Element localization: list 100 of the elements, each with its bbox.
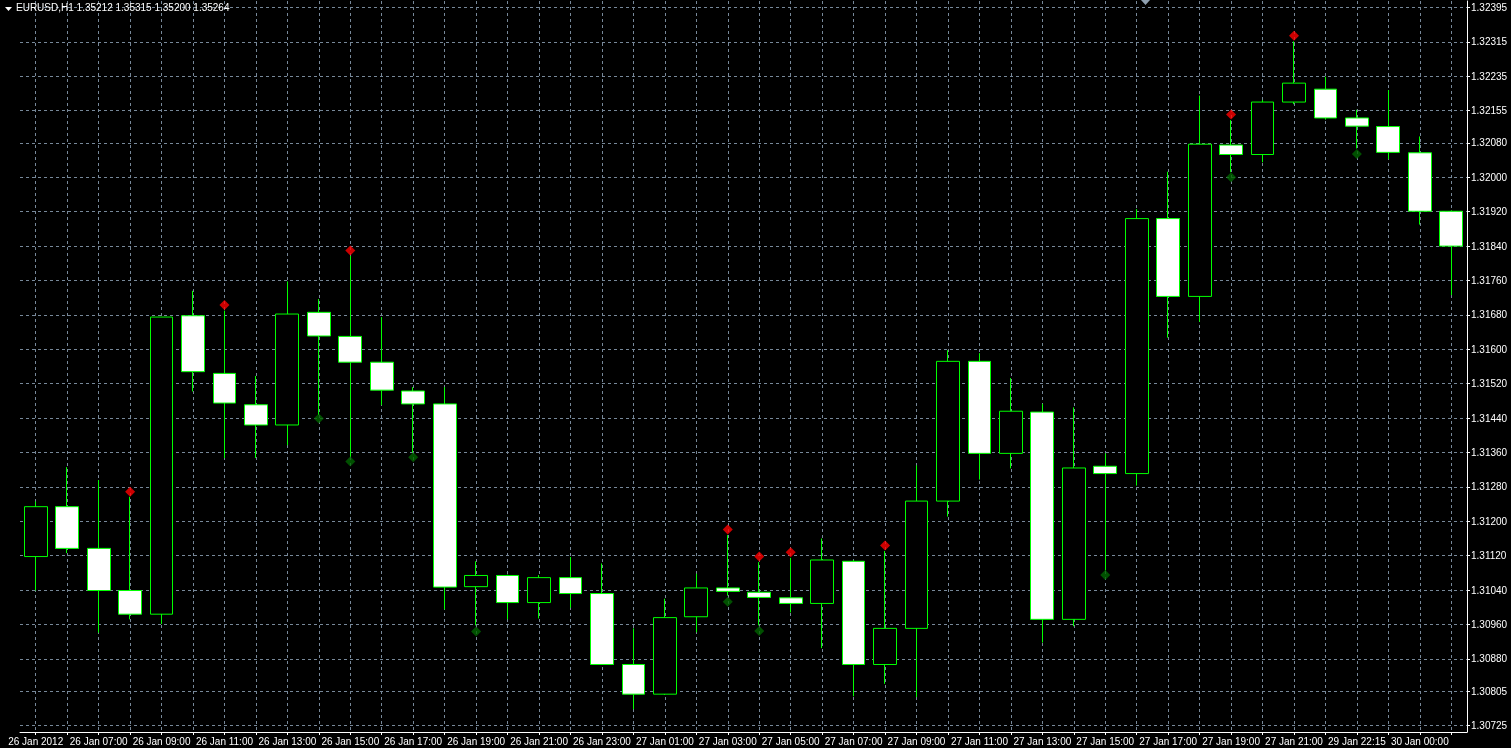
candlestick	[275, 280, 299, 446]
x-tick-label: 27 Jan 05:00	[761, 735, 821, 747]
x-tick-label: 26 Jan 11:00	[195, 735, 254, 747]
candlestick	[527, 574, 551, 619]
point	[722, 596, 733, 607]
candlestick	[244, 375, 268, 459]
candlestick	[496, 574, 519, 620]
x-tick-label: 26 Jan 21:00	[510, 735, 569, 747]
point	[1226, 172, 1237, 183]
candlestick	[779, 557, 803, 613]
x-tick-label: 27 Jan 09:00	[887, 735, 946, 747]
y-tick-label: 1.30880	[1471, 653, 1508, 665]
chart-title: EURUSD,H1 1.35212 1.35315 1.35200 1.35264	[16, 1, 230, 13]
point	[471, 626, 482, 637]
candlestick	[213, 310, 236, 459]
y-tick-label: 1.32155	[1471, 105, 1508, 117]
candlestick	[1156, 171, 1180, 339]
candlestick	[1251, 99, 1274, 163]
candlestick	[559, 556, 582, 609]
point	[345, 456, 356, 467]
point	[345, 245, 356, 256]
x-tick-label: 29 Jan 22:15	[1327, 735, 1387, 747]
candlestick	[24, 501, 48, 592]
candlestick	[1188, 95, 1212, 323]
x-tick-label: 27 Jan 15:00	[1076, 735, 1135, 747]
candlestick	[1314, 76, 1337, 121]
point	[408, 452, 419, 463]
point	[722, 524, 733, 535]
point	[219, 300, 230, 311]
point	[1100, 570, 1111, 581]
x-tick-label: 26 Jan 19:00	[447, 735, 506, 747]
y-tick-label: 1.30725	[1471, 720, 1508, 732]
x-tick-label: 27 Jan 03:00	[698, 735, 758, 747]
y-tick-label: 1.30805	[1471, 685, 1508, 697]
x-tick-label: 26 Jan 13:00	[258, 735, 317, 747]
y-tick-label: 1.32080	[1471, 137, 1508, 149]
candlestick	[464, 560, 488, 626]
x-tick-label: 27 Jan 19:00	[1202, 735, 1261, 747]
candlestick	[716, 534, 740, 597]
candlestick	[936, 349, 960, 518]
candlestick	[810, 538, 834, 649]
candlestick	[590, 562, 614, 665]
candlestick	[1093, 452, 1117, 571]
point	[1288, 30, 1299, 41]
point	[313, 413, 324, 424]
candlestick	[747, 561, 771, 626]
candlestick	[1282, 40, 1306, 105]
candlestick	[1030, 403, 1054, 644]
y-tick-label: 1.31760	[1471, 275, 1508, 286]
candlestick	[181, 290, 205, 392]
y-tick-label: 1.31280	[1471, 481, 1508, 493]
candlestick	[1345, 109, 1369, 149]
y-tick-label: 1.31120	[1471, 550, 1507, 562]
point	[1351, 149, 1362, 160]
x-tick-label: 27 Jan 17:00	[1139, 735, 1198, 747]
y-tick-label: 1.30960	[1471, 619, 1508, 630]
x-tick-label: 26 Jan 07:00	[69, 735, 128, 747]
y-tick-label: 1.32395	[1471, 1, 1508, 13]
x-tick-label: 26 Jan 09:00	[132, 735, 191, 747]
candlestick	[1439, 209, 1463, 296]
y-tick-label: 1.31600	[1471, 343, 1508, 355]
point	[880, 540, 891, 551]
y-tick-label: 1.31840	[1471, 240, 1508, 252]
y-tick-label: 1.31680	[1471, 309, 1508, 321]
x-tick-label: 27 Jan 21:00	[1265, 735, 1324, 747]
x-tick-label: 30 Jan 00:00	[1390, 735, 1450, 747]
point	[785, 547, 796, 558]
point	[754, 551, 765, 562]
candlestick	[653, 598, 677, 696]
candlestick	[684, 573, 708, 633]
x-tick-label: 26 Jan 2012	[8, 735, 64, 747]
x-tick-label: 26 Jan 23:00	[573, 735, 632, 747]
candlestick	[401, 386, 425, 453]
candlestick	[1376, 89, 1400, 160]
candlestick	[622, 627, 645, 710]
point	[754, 625, 765, 636]
candlestick	[1408, 135, 1432, 226]
y-tick-label: 1.31520	[1471, 378, 1508, 390]
point	[125, 486, 136, 497]
point	[1226, 109, 1237, 120]
candlestick	[1062, 406, 1086, 627]
candlestick	[968, 352, 991, 481]
y-tick-label: 1.31440	[1471, 412, 1508, 424]
x-tick-label: 27 Jan 01:00	[635, 735, 695, 747]
candlestick	[118, 496, 142, 620]
x-tick-label: 27 Jan 13:00	[1013, 735, 1072, 747]
candlestick	[87, 479, 111, 634]
x-tick-label: 27 Jan 07:00	[824, 735, 883, 747]
candlestick	[370, 316, 394, 406]
y-tick-label: 1.32315	[1471, 36, 1508, 48]
x-tick-label: 26 Jan 17:00	[384, 735, 443, 747]
y-tick-label: 1.31040	[1471, 584, 1508, 596]
y-tick-label: 1.31920	[1471, 206, 1508, 218]
y-tick-label: 1.31200	[1471, 515, 1508, 527]
x-tick-label: 27 Jan 11:00	[950, 735, 1009, 747]
candlestick	[999, 377, 1023, 469]
candlestick	[1219, 119, 1243, 173]
candlestick	[433, 386, 457, 610]
candlestick	[873, 550, 897, 685]
y-tick-label: 1.32235	[1471, 70, 1508, 82]
